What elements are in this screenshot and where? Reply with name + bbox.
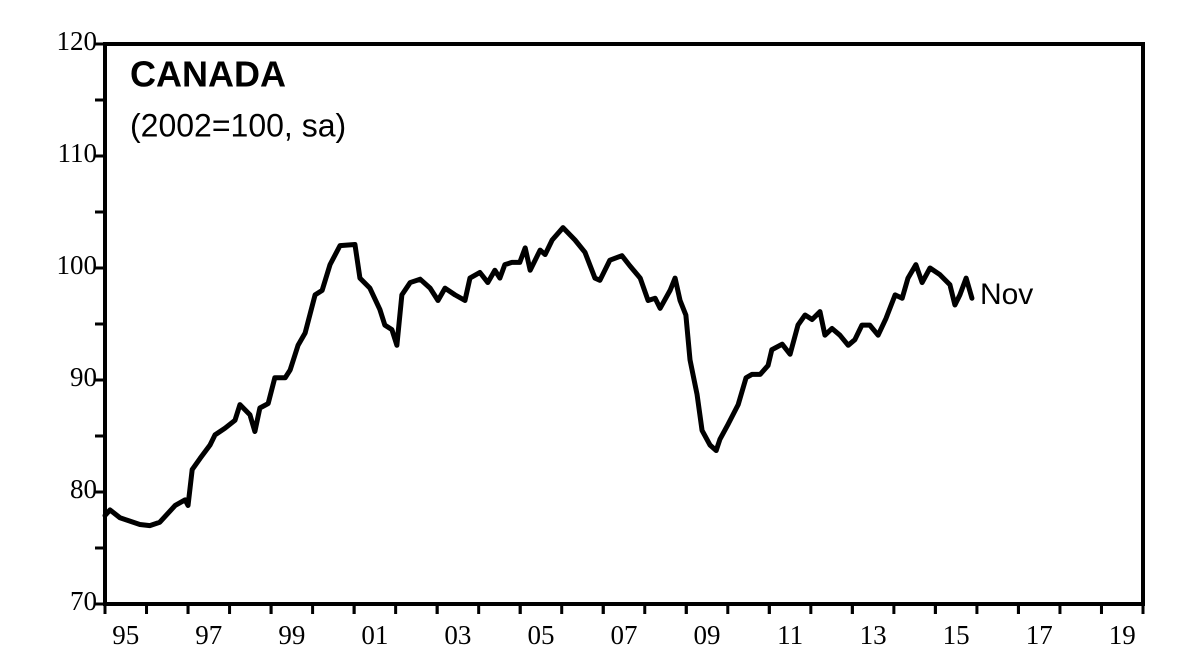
y-tick-label: 110 [58, 138, 98, 168]
y-tick-label: 70 [70, 586, 97, 616]
chart-title: CANADA [130, 54, 286, 95]
y-tick-label: 100 [57, 250, 98, 280]
x-tick-label: 05 [527, 620, 554, 650]
x-tick-label: 11 [777, 620, 803, 650]
x-tick-label: 95 [112, 620, 139, 650]
end-annotation: Nov [980, 278, 1033, 311]
x-tick-label: 99 [278, 620, 305, 650]
chart-subtitle: (2002=100, sa) [130, 107, 346, 143]
x-tick-label: 13 [860, 620, 887, 650]
x-tick-label: 19 [1109, 620, 1136, 650]
data-line [102, 225, 975, 529]
x-tick-label: 17 [1026, 620, 1053, 650]
y-tick-label: 120 [57, 26, 98, 56]
x-tick-label: 15 [943, 620, 970, 650]
y-tick-label: 90 [70, 362, 97, 392]
x-tick-label: 09 [694, 620, 721, 650]
x-tick-label: 07 [611, 620, 638, 650]
y-tick-label: 80 [70, 474, 97, 504]
x-tick-label: 03 [444, 620, 471, 650]
x-tick-label: 01 [361, 620, 388, 650]
plot-frame [103, 42, 1145, 606]
x-tick-label: 97 [195, 620, 222, 650]
